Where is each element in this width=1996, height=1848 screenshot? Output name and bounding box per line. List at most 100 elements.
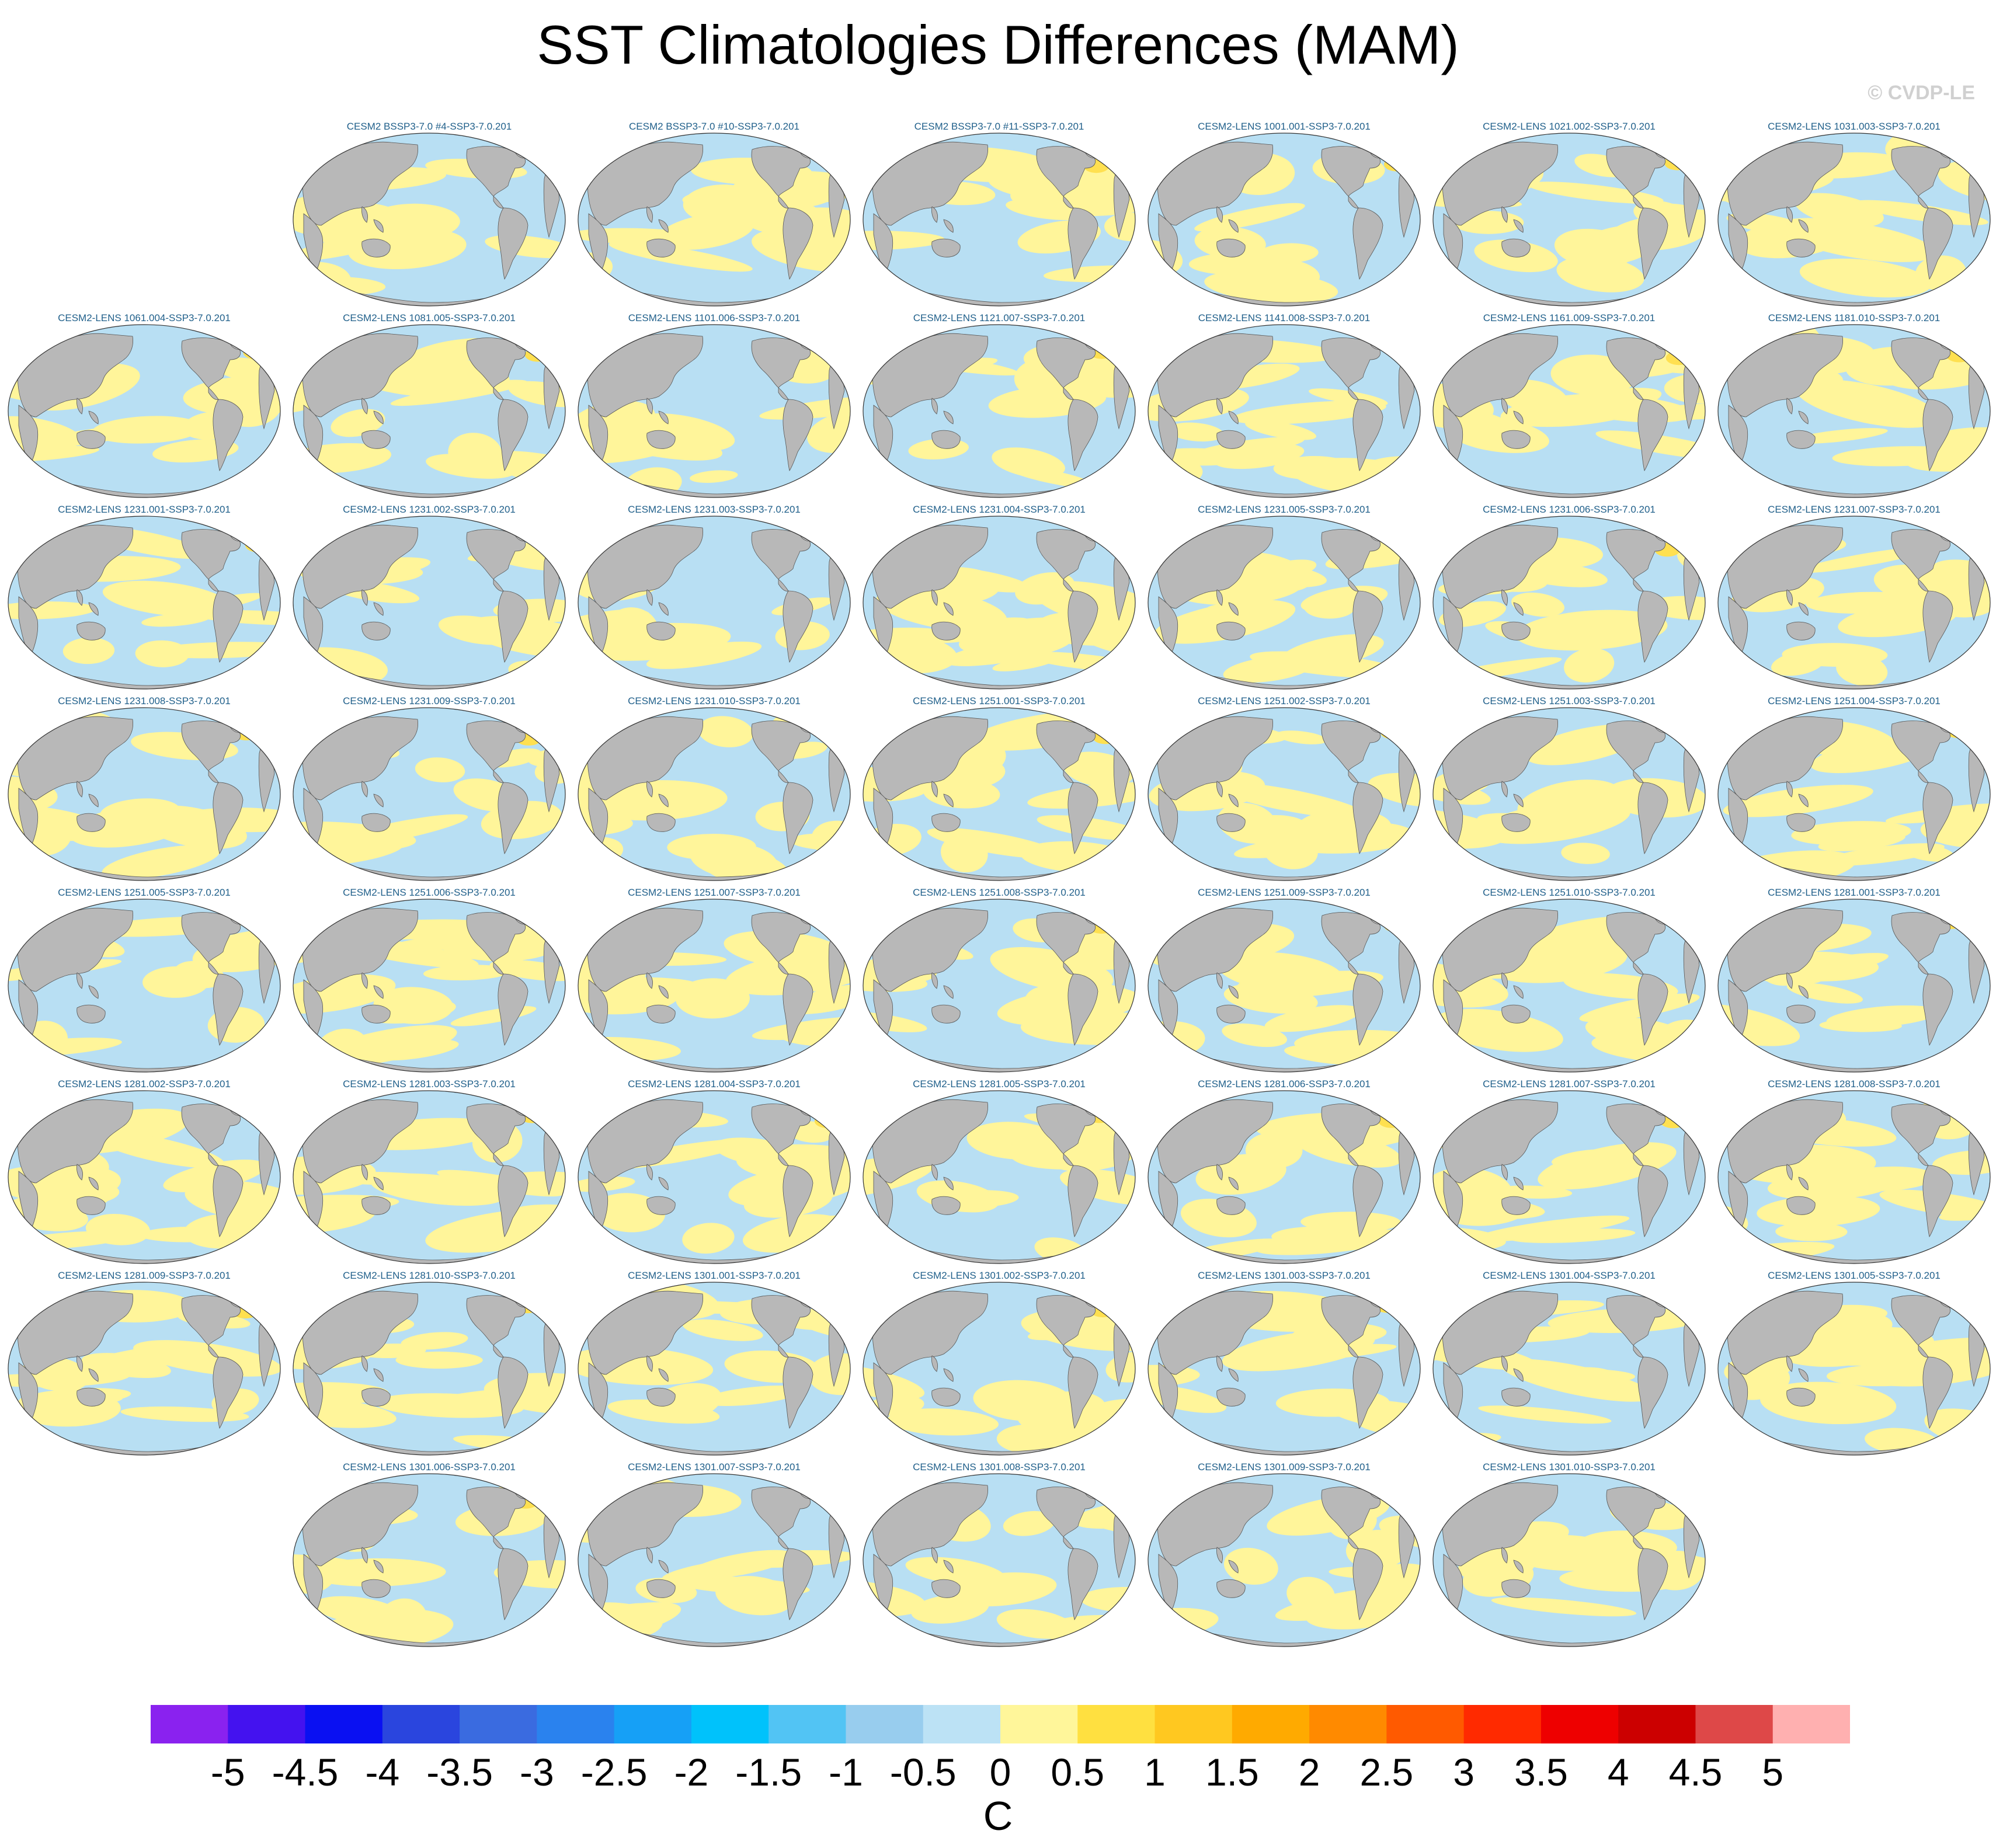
land-mass: [1786, 621, 1816, 641]
land-mass: [361, 1547, 368, 1564]
land-mass: [1157, 1482, 1274, 1567]
land-mass: [361, 238, 391, 257]
ocean-positive-patch: [1517, 779, 1622, 823]
land-mass: [587, 1099, 704, 1184]
map-panel: CESM2-LENS 1281.009-SSP3-7.0.201: [7, 1269, 281, 1456]
ocean-positive-patch: [992, 655, 1058, 671]
land-mass: [658, 602, 669, 616]
map-panel: CESM2-LENS 1231.007-SSP3-7.0.201: [1717, 503, 1991, 690]
ocean-positive-patch: [102, 580, 229, 617]
map-border: [293, 1473, 566, 1647]
land-mass: [1157, 1290, 1274, 1375]
map-panel: CESM2-LENS 1141.008-SSP3-7.0.201: [1147, 312, 1421, 498]
land-mass: [302, 333, 419, 417]
land-mass: [1216, 430, 1246, 449]
ocean-positive-patch: [702, 1386, 802, 1407]
land-mass: [373, 985, 384, 999]
land-mass: [18, 596, 39, 657]
panel-label: CESM2-LENS 1301.002-SSP3-7.0.201: [913, 1270, 1086, 1281]
colorbar-tick-label: -3.5: [426, 1750, 493, 1794]
land-mass: [303, 405, 324, 465]
world-map: [1432, 899, 1706, 1073]
land-mass: [587, 524, 704, 609]
land-mass: [88, 1368, 99, 1382]
land-mass: [1501, 206, 1508, 223]
land-mass: [373, 1560, 384, 1574]
ocean-positive-patch: [1034, 580, 1135, 629]
land-mass: [213, 1356, 244, 1429]
land-mass: [873, 1171, 893, 1231]
land-mass: [872, 907, 989, 992]
panel-label: CESM2-LENS 1281.003-SSP3-7.0.201: [343, 1078, 516, 1090]
map-border: [293, 516, 566, 690]
land-mass: [646, 589, 653, 606]
land-mass: [361, 1579, 391, 1598]
world-map: [1717, 899, 1991, 1073]
land-mass: [88, 602, 99, 616]
map-panel: CESM2-LENS 1231.010-SSP3-7.0.201: [577, 695, 851, 881]
land-mass: [1216, 972, 1223, 989]
world-map: [8, 1090, 281, 1264]
land-mass: [658, 219, 669, 233]
ocean-positive-patch: [1213, 443, 1305, 469]
land-mass: [303, 788, 324, 848]
land-mass: [646, 1579, 676, 1598]
ocean-positive-patch: [1492, 1185, 1573, 1199]
panel-label: CESM2-LENS 1141.008-SSP3-7.0.201: [1198, 312, 1371, 323]
land-mass: [302, 1099, 419, 1184]
ocean-positive-patch: [1218, 802, 1277, 842]
map-border: [1432, 1473, 1706, 1647]
land-mass: [17, 907, 134, 992]
land-mass: [1443, 213, 1463, 274]
land-mass: [303, 1362, 324, 1423]
land-mass: [646, 1355, 653, 1372]
map-panel: CESM2-LENS 1231.008-SSP3-7.0.201: [7, 695, 281, 881]
land-mass: [1798, 985, 1809, 999]
land-mass: [1727, 333, 1844, 417]
land-mass: [943, 1177, 954, 1191]
panel-label: CESM2-LENS 1281.007-SSP3-7.0.201: [1483, 1078, 1656, 1090]
colorbar-tick-label: -5: [210, 1750, 245, 1794]
land-mass: [931, 1004, 961, 1024]
land-mass: [1786, 398, 1793, 415]
land-mass: [76, 1387, 106, 1407]
map-panel: CESM2-LENS 1281.007-SSP3-7.0.201: [1432, 1078, 1706, 1264]
world-map: [1432, 1473, 1706, 1647]
map-panel: CESM2-LENS 1251.010-SSP3-7.0.201: [1432, 886, 1706, 1073]
ocean-positive-patch: [392, 1123, 492, 1147]
ocean-positive-patch: [1276, 730, 1327, 744]
map-panel: CESM2-LENS 1251.008-SSP3-7.0.201: [862, 886, 1136, 1073]
ocean-positive-patch: [1075, 1515, 1135, 1546]
colorbar-tick-label: -4: [365, 1750, 400, 1794]
map-border: [1432, 1282, 1706, 1456]
colorbar-swatch: [1309, 1705, 1387, 1743]
land-mass: [1501, 813, 1531, 832]
land-mass: [1727, 907, 1844, 992]
ocean-positive-patch: [1434, 1008, 1563, 1052]
world-map: [578, 324, 851, 498]
colorbar-swatch: [460, 1705, 537, 1743]
map-panel: CESM2 BSSP3-7.0 #10-SSP3-7.0.201: [577, 120, 851, 307]
land-mass: [588, 405, 608, 465]
map-border: [1147, 1282, 1421, 1456]
panel-label: CESM2-LENS 1181.010-SSP3-7.0.201: [1768, 312, 1941, 323]
ocean-positive-patch: [1263, 832, 1318, 869]
ocean-positive-patch: [133, 1340, 280, 1377]
land-mass: [1228, 985, 1239, 999]
land-mass: [361, 1387, 391, 1407]
land-mass: [76, 621, 106, 641]
land-mass: [943, 219, 954, 233]
land-mass: [302, 1290, 419, 1375]
land-mass: [588, 213, 608, 274]
map-panel: CESM2-LENS 1251.006-SSP3-7.0.201: [292, 886, 566, 1073]
colorbar-tick-label: 5: [1762, 1750, 1784, 1794]
colorbar-tick-label: -3: [520, 1750, 554, 1794]
colorbar-tick-label: 2: [1298, 1750, 1320, 1794]
colorbar-swatch: [1541, 1705, 1619, 1743]
land-mass: [1443, 596, 1463, 657]
land-mass: [361, 781, 368, 798]
land-mass: [658, 1177, 669, 1191]
land-mass: [872, 141, 989, 226]
ocean-positive-patch: [669, 1575, 810, 1595]
map-border: [1717, 707, 1991, 881]
